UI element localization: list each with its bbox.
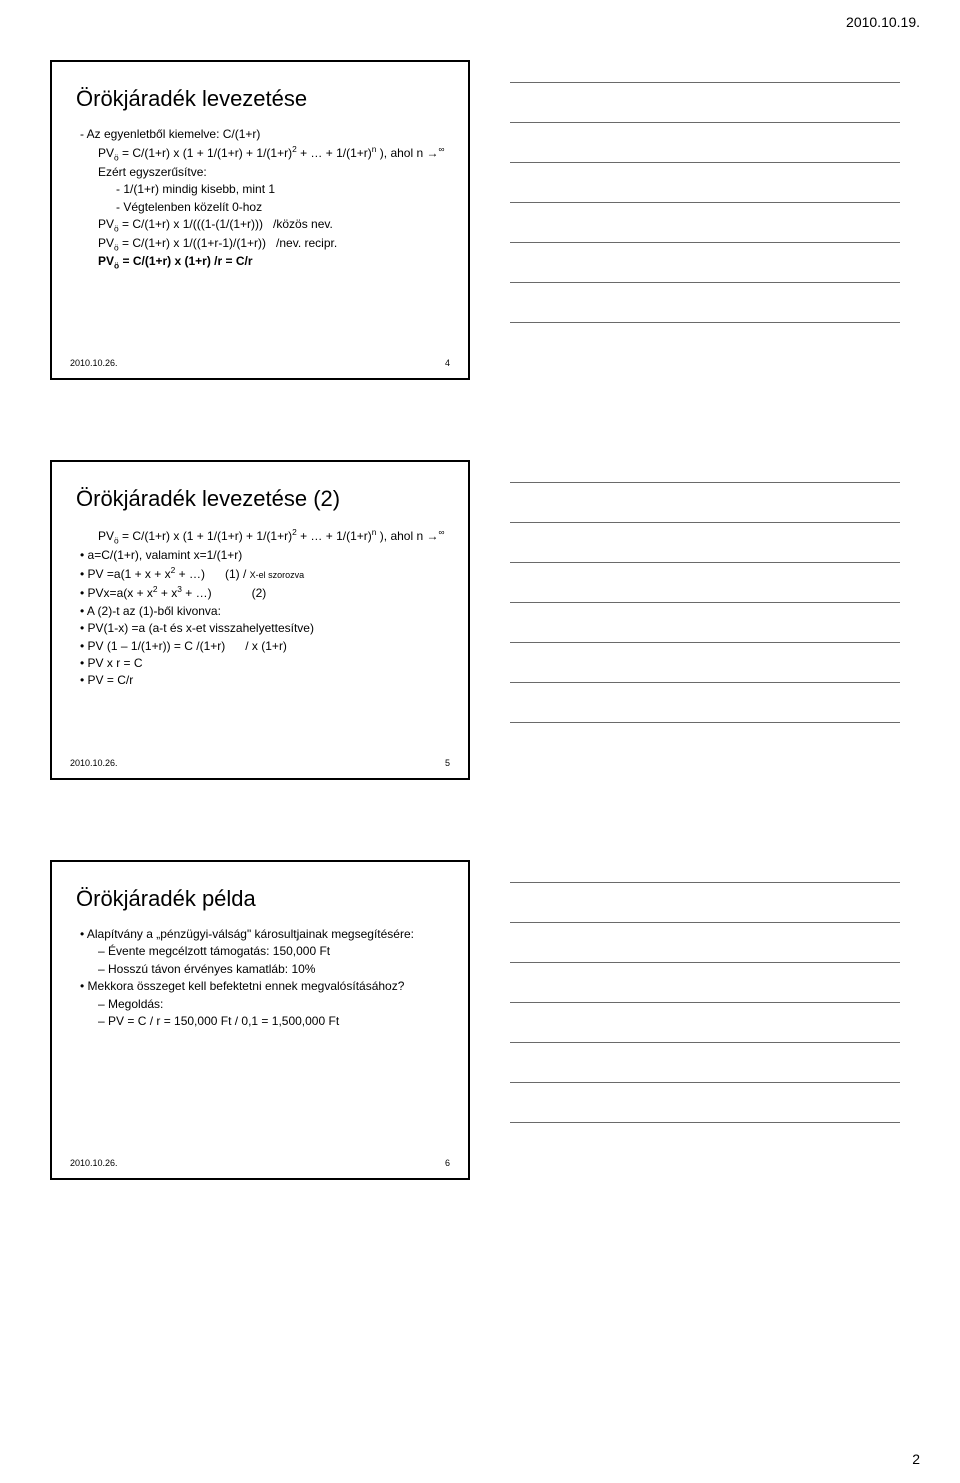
note-line [510,1072,900,1083]
note-line [510,152,900,163]
slide-title: Örökjáradék példa [76,886,450,912]
note-line [510,672,900,683]
content-line: Hosszú távon érvényes kamatláb: 10% [70,961,450,978]
content-line: PV =a(1 + x + x2 + …) (1) / X-el szorozv… [70,564,450,583]
slide-footer: 2010.10.26. 6 [70,1158,450,1168]
slide-content: Az egyenletből kiemelve: C/(1+r)PVö = C/… [70,126,450,358]
note-line [510,192,900,203]
slide-footer-date: 2010.10.26. [70,358,118,368]
content-line: PV = C/r [70,672,450,689]
note-line [510,952,900,963]
content-line: PVö = C/(1+r) x 1/((1+r-1)/(1+r)) /nev. … [70,235,450,254]
content-line: PV(1-x) =a (a-t és x-et visszahelyettesí… [70,620,450,637]
note-line [510,312,900,323]
content-line: Az egyenletből kiemelve: C/(1+r) [70,126,450,143]
content-line: PV x r = C [70,655,450,672]
note-line [510,512,900,523]
note-line [510,592,900,603]
slide-title: Örökjáradék levezetése [76,86,450,112]
content-line: PVö = C/(1+r) x (1+r) /r = C/r [70,253,450,272]
content-line: Évente megcélzott támogatás: 150,000 Ft [70,943,450,960]
slide-row: Örökjáradék levezetése Az egyenletből kie… [50,60,930,380]
slide-content: Alapítvány a „pénzügyi-válság" károsultj… [70,926,450,1158]
note-line [510,872,900,883]
slide-footer-number: 4 [445,358,450,368]
note-line [510,632,900,643]
slide-footer-number: 6 [445,1158,450,1168]
note-line [510,272,900,283]
content-line: PV (1 – 1/(1+r)) = C /(1+r) / x (1+r) [70,638,450,655]
note-line [510,552,900,563]
note-line [510,72,900,83]
content-line: Végtelenben közelít 0-hoz [70,199,450,216]
slide-box: Örökjáradék levezetése Az egyenletből kie… [50,60,470,380]
slide-row: Örökjáradék levezetése (2) PVö = C/(1+r) … [50,460,930,780]
header-date: 2010.10.19. [846,14,920,30]
slide-box: Örökjáradék levezetése (2) PVö = C/(1+r) … [50,460,470,780]
slide-footer-date: 2010.10.26. [70,758,118,768]
content-line: PVö = C/(1+r) x (1 + 1/(1+r) + 1/(1+r)2 … [70,526,450,547]
content-line: Mekkora összeget kell befektetni ennek m… [70,978,450,995]
slide-footer: 2010.10.26. 5 [70,758,450,768]
note-line [510,472,900,483]
note-line [510,232,900,243]
content-line: PVx=a(x + x2 + x3 + …) (2) [70,583,450,602]
content-line: Ezért egyszerűsítve: [70,164,450,181]
content-line: 1/(1+r) mindig kisebb, mint 1 [70,181,450,198]
content-line: a=C/(1+r), valamint x=1/(1+r) [70,547,450,564]
notes-area [510,60,900,323]
content-line: Alapítvány a „pénzügyi-válság" károsultj… [70,926,450,943]
note-line [510,912,900,923]
note-line [510,112,900,123]
note-line [510,1112,900,1123]
notes-area [510,860,900,1123]
content-line: A (2)-t az (1)-ből kivonva: [70,603,450,620]
slide-footer-number: 5 [445,758,450,768]
note-line [510,712,900,723]
content-line: PVö = C/(1+r) x (1 + 1/(1+r) + 1/(1+r)2 … [70,143,450,164]
content-line: Megoldás: [70,996,450,1013]
slide-rows: Örökjáradék levezetése Az egyenletből kie… [50,60,930,1180]
note-line [510,992,900,1003]
page: 2010.10.19. Örökjáradék levezetése Az egy… [0,0,960,1483]
slide-row: Örökjáradék példa Alapítvány a „pénzügyi-… [50,860,930,1180]
slide-footer: 2010.10.26. 4 [70,358,450,368]
content-line: PVö = C/(1+r) x 1/(((1-(1/(1+r))) /közös… [70,216,450,235]
notes-area [510,460,900,723]
slide-box: Örökjáradék példa Alapítvány a „pénzügyi-… [50,860,470,1180]
page-number: 2 [912,1451,920,1467]
slide-content: PVö = C/(1+r) x (1 + 1/(1+r) + 1/(1+r)2 … [70,526,450,758]
slide-title: Örökjáradék levezetése (2) [76,486,450,512]
content-line: PV = C / r = 150,000 Ft / 0,1 = 1,500,00… [70,1013,450,1030]
slide-footer-date: 2010.10.26. [70,1158,118,1168]
note-line [510,1032,900,1043]
